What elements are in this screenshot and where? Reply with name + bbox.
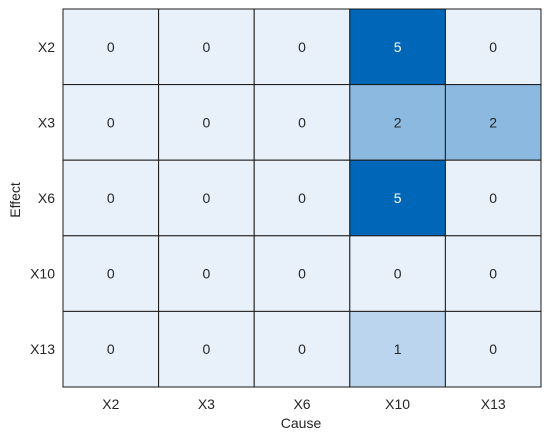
heatmap-cell-X3-X13: [444, 84, 542, 161]
heatmap-cell-X6-X6: [253, 159, 351, 237]
y-tick-label-X3: X3: [38, 114, 55, 130]
heatmap-cell-labels: 0 0 0 5 0 0 0 0 2 2 0 0 0 5 0 0 0 0 0 0 0 0 0 1 0: [107, 39, 497, 357]
cell-label-X2-X10: 5: [394, 39, 402, 55]
heatmap-cell-X13-X13: [444, 310, 542, 388]
cell-label-X10-X13: 0: [489, 266, 497, 282]
cell-label-X10-X10: 0: [394, 266, 402, 282]
heatmap-cell-X3-X2: [62, 84, 160, 161]
heatmap-cell-X6-X3: [158, 159, 255, 237]
cell-label-X6-X3: 0: [203, 190, 211, 206]
x-tick-label-X13: X13: [481, 396, 506, 412]
heatmap-cell-X3-X6: [253, 84, 351, 161]
heatmap-cell-X2-X2: [62, 8, 160, 86]
cell-label-X13-X3: 0: [203, 341, 211, 357]
cell-label-X10-X3: 0: [203, 266, 211, 282]
cell-label-X6-X10: 5: [394, 190, 402, 206]
cell-label-X13-X10: 1: [394, 341, 402, 357]
heatmap-cell-X10-X2: [62, 235, 160, 312]
x-tick-label-X6: X6: [293, 396, 310, 412]
heatmap-cell-X2-X13: [444, 8, 542, 86]
heatmap-cell-X13-X6: [253, 310, 351, 388]
cell-label-X3-X2: 0: [107, 114, 115, 130]
y-tick-label-X6: X6: [38, 190, 55, 206]
heatmap-cell-X2-X3: [158, 8, 255, 86]
x-axis-tick-labels: X2 X3 X6 X10 X13: [102, 396, 506, 412]
y-tick-label-X13: X13: [30, 341, 55, 357]
cell-label-X3-X3: 0: [203, 114, 211, 130]
heatmap-cell-X10-X3: [158, 235, 255, 312]
heatmap-cell-X2-X6: [253, 8, 351, 86]
y-axis-tick-labels: X2 X3 X6 X10 X13: [30, 39, 55, 357]
heatmap-cell-X6-X10: [349, 159, 446, 237]
heatmap-cell-X10-X6: [253, 235, 351, 312]
cell-label-X13-X13: 0: [489, 341, 497, 357]
heatmap-cell-X10-X13: [444, 235, 542, 312]
cell-label-X13-X6: 0: [298, 341, 306, 357]
y-tick-label-X10: X10: [30, 266, 55, 282]
heatmap-cell-X6-X13: [444, 159, 542, 237]
cell-label-X3-X10: 2: [394, 114, 402, 130]
x-tick-label-X2: X2: [102, 396, 119, 412]
cell-label-X13-X2: 0: [107, 341, 115, 357]
cell-label-X2-X13: 0: [489, 39, 497, 55]
cell-label-X6-X2: 0: [107, 190, 115, 206]
heatmap-cells: [62, 8, 542, 388]
cell-label-X2-X2: 0: [107, 39, 115, 55]
heatmap-cell-X13-X2: [62, 310, 160, 388]
x-tick-label-X3: X3: [198, 396, 215, 412]
cell-label-X10-X2: 0: [107, 266, 115, 282]
y-tick-label-X2: X2: [38, 39, 55, 55]
heatmap-cell-X2-X10: [349, 8, 446, 86]
x-tick-label-X10: X10: [385, 396, 410, 412]
cell-label-X10-X6: 0: [298, 266, 306, 282]
heatmap-cell-X10-X10: [349, 235, 446, 312]
cell-label-X3-X6: 0: [298, 114, 306, 130]
cell-label-X2-X6: 0: [298, 39, 306, 55]
heatmap-cell-X13-X3: [158, 310, 255, 388]
x-axis-label: Cause: [281, 415, 322, 431]
y-axis-label: Effect: [7, 182, 23, 218]
cell-label-X3-X13: 2: [489, 114, 497, 130]
cell-label-X6-X6: 0: [298, 190, 306, 206]
cell-label-X6-X13: 0: [489, 190, 497, 206]
cell-label-X2-X3: 0: [203, 39, 211, 55]
